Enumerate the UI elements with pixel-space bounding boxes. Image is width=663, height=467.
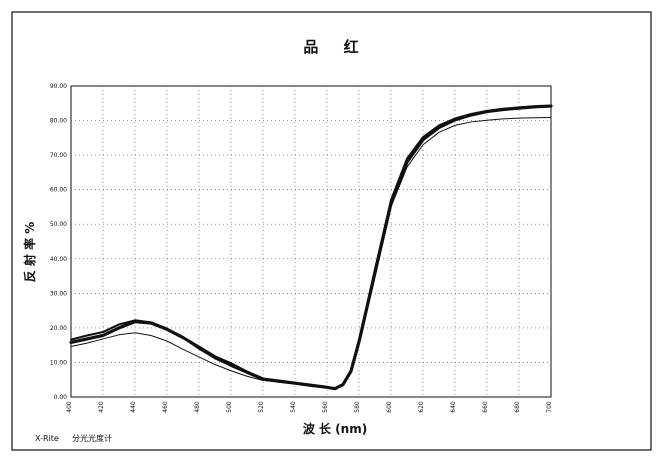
x-tick-label: 600	[386, 401, 393, 413]
plot-frame	[70, 85, 552, 398]
tick-layer: 0.00 10.00 20.00 30.00 40.00 50.00 60.00 70.00 8…	[50, 83, 553, 413]
x-tick-label: 520	[258, 401, 265, 413]
x-tick-label: 620	[418, 401, 425, 413]
x-axis-label: 波 长 (nm)	[303, 421, 367, 436]
series-layer	[69, 104, 553, 391]
y-tick-label: 60.00	[50, 187, 67, 194]
y-tick-label: 80.00	[50, 118, 67, 125]
y-tick-label: 0.00	[54, 394, 68, 401]
chart-title: 品 红	[303, 38, 368, 56]
series-line-2	[70, 104, 552, 390]
x-tick-label: 420	[98, 401, 105, 413]
x-tick-label: 540	[290, 401, 297, 413]
x-tick-label: 660	[482, 401, 489, 413]
series-line-1	[69, 104, 553, 391]
footer-device: 分光光度计	[72, 433, 112, 443]
y-tick-label: 20.00	[50, 325, 67, 332]
x-tick-label: 560	[322, 401, 329, 413]
x-tick-label: 580	[354, 401, 361, 413]
y-axis-label: 反 射 率 %	[22, 222, 37, 283]
y-tick-label: 10.00	[50, 359, 67, 366]
series-line-3	[70, 116, 552, 389]
x-tick-label: 400	[66, 401, 73, 413]
x-tick-label: 460	[162, 401, 169, 413]
x-tick-label: 680	[514, 401, 521, 413]
outer-border	[11, 11, 652, 451]
x-tick-label: 440	[130, 401, 137, 413]
y-tick-label: 40.00	[50, 256, 67, 263]
footer-brand: X-Rite	[35, 434, 59, 443]
x-tick-label: 500	[226, 401, 233, 413]
x-tick-label: 480	[194, 401, 201, 413]
y-tick-label: 70.00	[50, 152, 67, 159]
y-tick-label: 50.00	[50, 221, 67, 228]
x-tick-label: 640	[450, 401, 457, 413]
grid-layer	[71, 86, 551, 397]
y-tick-label: 90.00	[50, 83, 67, 90]
x-tick-label: 700	[546, 401, 553, 413]
y-tick-label: 30.00	[50, 290, 67, 297]
